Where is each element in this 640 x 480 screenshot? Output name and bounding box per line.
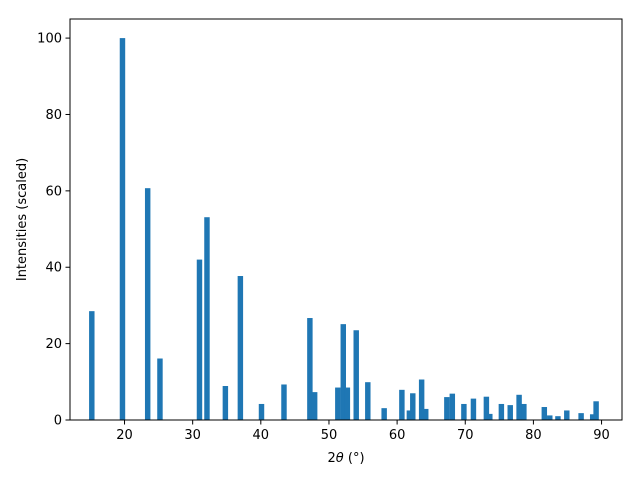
bar xyxy=(449,393,456,420)
bar xyxy=(340,324,346,420)
x-axis-ticks: 20 30 40 50 60 70 80 90 xyxy=(116,420,610,443)
bar xyxy=(555,416,561,420)
bar xyxy=(516,394,522,420)
x-tick-label: 50 xyxy=(321,428,338,443)
bar xyxy=(381,408,387,420)
bar xyxy=(281,384,287,420)
bar xyxy=(237,276,244,420)
bar xyxy=(578,413,584,420)
y-axis-label: Intensities (scaled) xyxy=(15,158,30,281)
bar xyxy=(541,407,548,420)
x-tick-label: 90 xyxy=(593,428,610,443)
bar xyxy=(196,259,203,420)
bar xyxy=(444,397,450,420)
bar xyxy=(365,382,371,420)
bar xyxy=(498,403,505,420)
plot-frame xyxy=(69,18,623,421)
y-tick-label: 100 xyxy=(37,32,62,47)
x-axis-label-symbol: θ xyxy=(336,451,344,466)
bar xyxy=(483,396,490,420)
bar xyxy=(406,410,413,420)
bar xyxy=(307,318,313,420)
x-tick-label: 80 xyxy=(525,428,542,443)
bar xyxy=(423,408,429,420)
y-tick-label: 20 xyxy=(45,337,62,352)
x-tick-label: 30 xyxy=(184,428,201,443)
y-tick-label: 80 xyxy=(45,108,62,123)
bar xyxy=(547,415,553,420)
bar xyxy=(564,410,570,420)
bar xyxy=(399,389,405,420)
x-tick-label: 20 xyxy=(116,428,133,443)
bar xyxy=(593,401,599,420)
bar xyxy=(470,398,477,420)
y-tick-label: 40 xyxy=(45,261,62,276)
bar xyxy=(344,387,351,420)
x-axis-label-unit: (°) xyxy=(344,451,365,466)
bar xyxy=(353,330,359,420)
bar xyxy=(258,403,265,420)
x-tick-label: 60 xyxy=(389,428,406,443)
x-tick-label: 40 xyxy=(253,428,270,443)
y-axis-ticks: 0 20 40 60 80 100 xyxy=(37,32,70,429)
bar xyxy=(487,413,493,420)
bar xyxy=(461,403,467,420)
bar xyxy=(418,379,425,420)
bar xyxy=(311,392,318,420)
bars-group xyxy=(89,38,599,420)
bar xyxy=(157,358,163,420)
bar xyxy=(222,386,229,420)
bar xyxy=(204,217,210,420)
y-tick-label: 60 xyxy=(45,184,62,199)
bar xyxy=(335,387,341,420)
bar xyxy=(589,414,596,420)
bar xyxy=(507,405,513,420)
bar xyxy=(410,393,416,420)
y-tick-label: 0 xyxy=(54,414,62,429)
bar xyxy=(521,403,527,420)
x-axis-label-prefix: 2 xyxy=(327,451,335,466)
x-tick-label: 70 xyxy=(457,428,474,443)
bar xyxy=(119,38,126,420)
bar xyxy=(144,188,151,420)
bar xyxy=(89,311,95,420)
x-axis-label: 2θ (°) xyxy=(327,451,364,466)
